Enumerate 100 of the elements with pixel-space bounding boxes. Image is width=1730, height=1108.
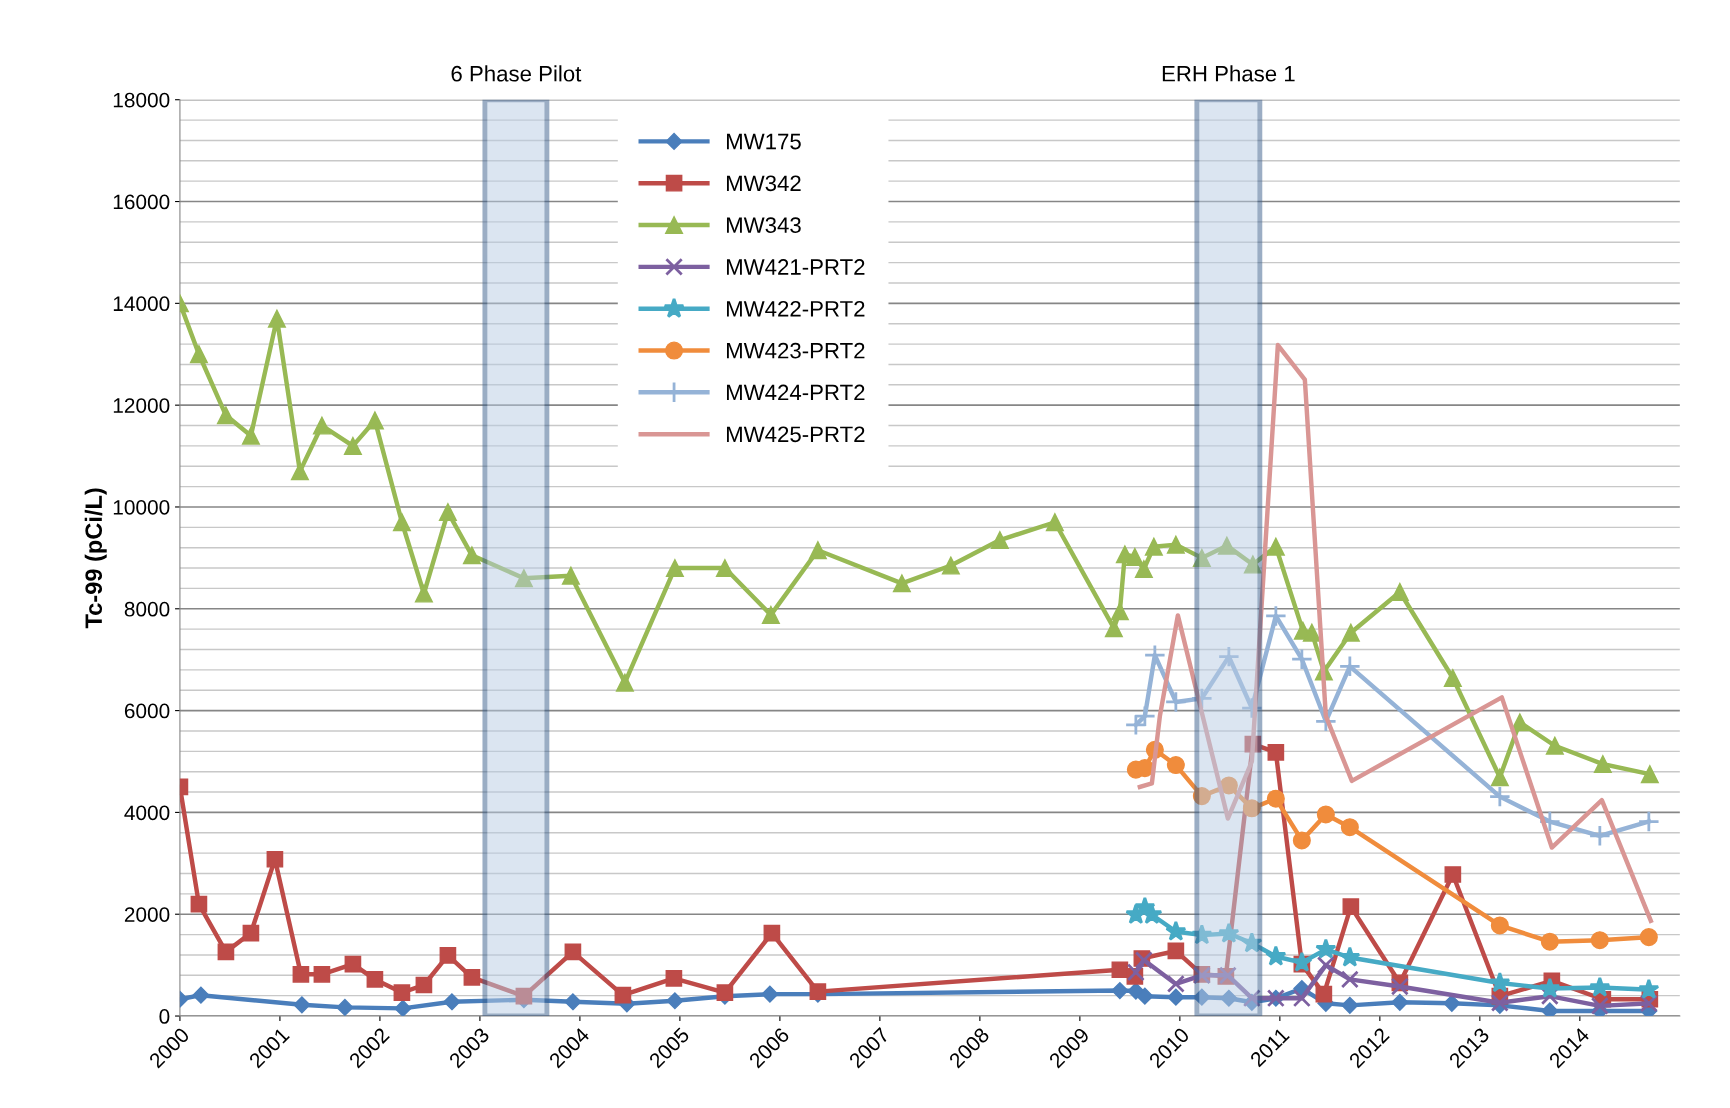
point	[343, 436, 362, 455]
point	[1242, 799, 1261, 818]
point	[1217, 536, 1236, 555]
band-label: ERH Phase 1	[1162, 65, 1295, 82]
point	[1191, 923, 1213, 945]
point	[1302, 623, 1321, 642]
point	[1144, 537, 1163, 556]
point	[336, 998, 354, 1016]
point	[1166, 974, 1185, 993]
point	[1545, 736, 1564, 755]
point	[1637, 810, 1660, 833]
point	[1165, 920, 1187, 941]
point	[665, 559, 684, 578]
point	[1315, 938, 1337, 959]
point	[241, 426, 260, 445]
point	[1143, 644, 1166, 667]
point	[1134, 560, 1153, 579]
legend-label: MW421-PRT2	[727, 259, 865, 275]
point	[1045, 513, 1064, 532]
point	[1167, 942, 1185, 960]
point	[190, 895, 208, 913]
point	[393, 984, 411, 1001]
point	[1290, 648, 1313, 671]
point	[1264, 604, 1287, 628]
point	[1266, 789, 1285, 808]
y-tick-label: 12000	[113, 398, 170, 413]
point	[1292, 831, 1311, 850]
point	[1316, 805, 1335, 824]
point	[1164, 690, 1187, 714]
point	[1242, 989, 1261, 1008]
point	[1340, 818, 1359, 837]
point	[1488, 785, 1511, 808]
y-tick-label: 4000	[124, 805, 170, 821]
point	[1104, 619, 1123, 638]
point	[1490, 916, 1509, 935]
point	[665, 970, 683, 987]
point	[1390, 582, 1409, 602]
point	[1192, 787, 1211, 806]
point	[1167, 988, 1185, 1006]
point	[192, 986, 210, 1004]
y-tick-label: 10000	[113, 499, 170, 515]
point	[1593, 755, 1612, 774]
point	[266, 850, 284, 868]
point	[1590, 931, 1609, 950]
point	[1316, 956, 1335, 975]
point	[1243, 555, 1262, 574]
point	[1638, 978, 1660, 999]
point	[1141, 903, 1163, 924]
point	[1589, 976, 1611, 997]
point	[941, 556, 960, 575]
point	[189, 345, 208, 364]
point	[1166, 756, 1185, 775]
point	[1539, 977, 1561, 998]
point	[462, 546, 481, 565]
point	[564, 943, 582, 961]
point	[763, 924, 781, 942]
y-tick-label: 6000	[124, 703, 170, 719]
point	[1267, 744, 1285, 761]
point	[1489, 971, 1511, 993]
point	[1490, 768, 1509, 787]
legend-label: MW425-PRT2	[727, 426, 865, 443]
point	[1640, 765, 1659, 784]
point	[216, 406, 235, 425]
y-tick-label: 18000	[113, 92, 170, 108]
point	[1390, 977, 1409, 996]
y-tick-label: 2000	[124, 907, 170, 922]
point	[267, 309, 286, 328]
point	[1340, 970, 1359, 989]
point	[808, 541, 827, 560]
point	[1341, 996, 1359, 1014]
point	[1241, 932, 1263, 953]
point	[365, 411, 384, 430]
y-tick-label: 16000	[113, 194, 170, 210]
point	[716, 984, 734, 1001]
point	[561, 566, 580, 585]
point	[1541, 1002, 1559, 1017]
point	[1292, 989, 1311, 1008]
line-series	[1137, 342, 1654, 924]
point	[292, 965, 310, 983]
point	[463, 969, 481, 986]
point	[344, 955, 362, 973]
point	[1111, 961, 1129, 979]
point	[1265, 945, 1287, 966]
y-axis-title: Tc-99 (pCi/L)	[84, 488, 107, 629]
point	[1266, 537, 1285, 556]
point	[313, 965, 331, 983]
y-tick-label: 0	[159, 1009, 170, 1024]
legend-label: MW342	[727, 175, 801, 192]
point	[394, 999, 412, 1017]
point	[1538, 810, 1561, 833]
point	[1110, 602, 1129, 621]
point	[439, 947, 457, 964]
legend-label: MW424-PRT2	[727, 384, 865, 401]
point	[1315, 985, 1333, 1003]
point	[1639, 928, 1658, 947]
y-tick-label: 14000	[113, 296, 170, 312]
point	[761, 985, 779, 1003]
point	[990, 531, 1009, 550]
point	[666, 992, 684, 1010]
point	[293, 996, 311, 1014]
